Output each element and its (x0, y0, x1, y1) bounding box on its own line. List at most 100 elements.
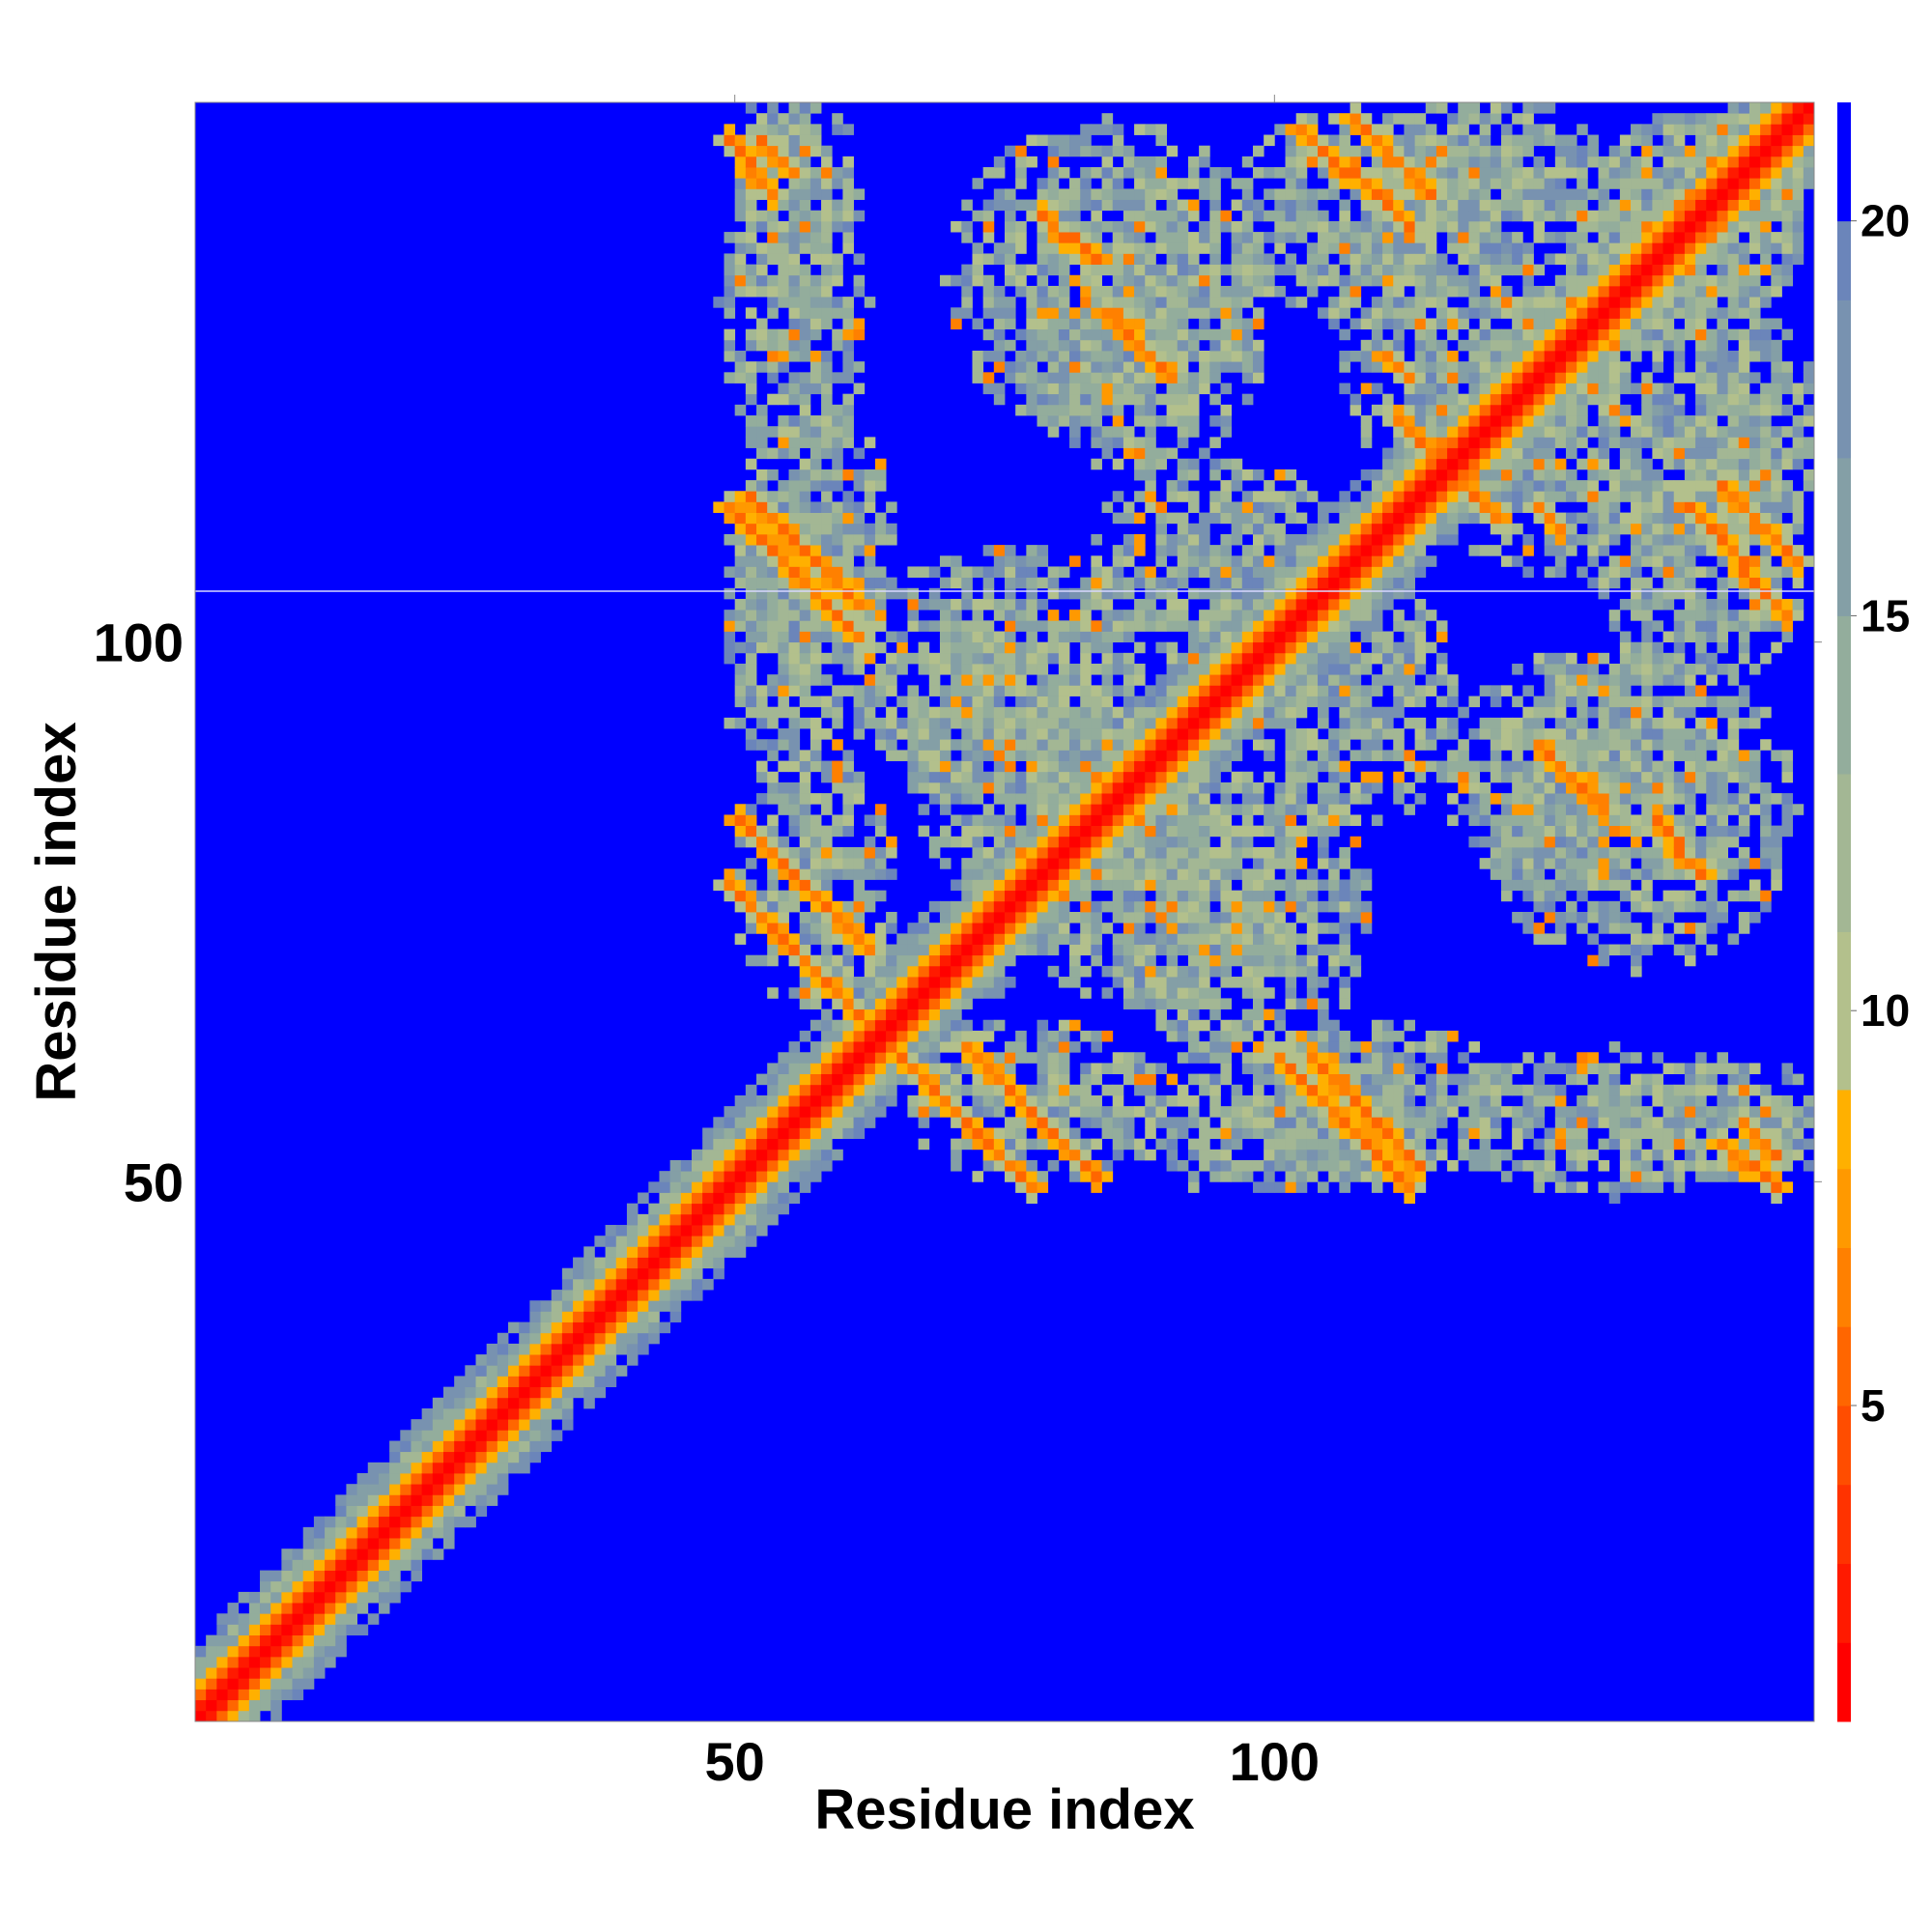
heatmap-cell (1187, 771, 1200, 783)
heatmap-cell (799, 469, 811, 481)
heatmap-cell (1177, 264, 1189, 276)
heatmap-cell (982, 210, 995, 222)
heatmap-cell (1145, 836, 1156, 848)
heatmap-cell (1231, 361, 1243, 373)
heatmap-cell (864, 1009, 876, 1021)
heatmap-cell (993, 297, 1006, 308)
heatmap-cell (1220, 620, 1233, 632)
heatmap-cell (734, 134, 747, 147)
heatmap-cell (928, 674, 941, 686)
heatmap-cell (734, 717, 747, 729)
heatmap-cell (260, 1689, 271, 1701)
heatmap-cell (993, 912, 1006, 923)
heatmap-cell (1360, 415, 1373, 427)
heatmap-cell (1058, 879, 1070, 892)
heatmap-cell (1037, 1019, 1049, 1032)
heatmap-cell (918, 1117, 930, 1128)
heatmap-cell (1058, 825, 1070, 838)
heatmap-cell (1274, 836, 1286, 848)
heatmap-cell (659, 1290, 671, 1301)
heatmap-cell (886, 1094, 897, 1107)
heatmap-cell (1393, 641, 1405, 654)
heatmap-cell (896, 954, 908, 967)
heatmap-cell (1112, 404, 1124, 416)
heatmap-cell (928, 760, 941, 773)
heatmap-cell (1306, 210, 1319, 222)
heatmap-cell (1005, 631, 1016, 643)
heatmap-cell (1058, 1063, 1070, 1074)
heatmap-cell (832, 933, 843, 945)
heatmap-cell (842, 598, 854, 611)
heatmap-cell (475, 1407, 488, 1420)
heatmap-cell (1047, 912, 1060, 923)
heatmap-cell (1339, 1052, 1350, 1064)
heatmap-cell (270, 1689, 282, 1701)
heatmap-cell (1241, 728, 1254, 740)
heatmap-cell (1318, 1149, 1329, 1161)
heatmap-cell (853, 923, 866, 934)
heatmap-cell (993, 199, 1006, 212)
heatmap-cell (907, 598, 920, 611)
heatmap-cell (972, 1106, 984, 1118)
heatmap-cell (454, 1407, 466, 1420)
heatmap-cell (821, 285, 833, 298)
heatmap-cell (1350, 178, 1362, 189)
heatmap-cell (1155, 868, 1167, 880)
heatmap-cell (1015, 900, 1027, 913)
heatmap-cell (1339, 912, 1350, 923)
heatmap-cell (1231, 954, 1243, 967)
heatmap-cell (1382, 555, 1394, 567)
heatmap-cell (951, 1073, 962, 1086)
heatmap-cell (745, 1203, 757, 1215)
heatmap-cell (939, 631, 952, 643)
heatmap-cell (972, 900, 984, 913)
heatmap-cell (778, 912, 789, 923)
heatmap-cell (1155, 1094, 1167, 1107)
heatmap-cell (1252, 566, 1264, 579)
heatmap-cell (1177, 814, 1189, 827)
heatmap-cell (486, 1430, 498, 1441)
heatmap-cell (724, 297, 736, 308)
heatmap-cell (648, 1278, 660, 1291)
heatmap-cell (1069, 965, 1081, 978)
heatmap-cell (605, 1376, 617, 1388)
heatmap-cell (961, 814, 973, 827)
heatmap-cell (1285, 501, 1297, 513)
heatmap-cell (982, 987, 995, 999)
heatmap-cell (1091, 383, 1102, 395)
heatmap-cell (1220, 480, 1233, 492)
heatmap-cell (832, 480, 843, 492)
heatmap-cell (302, 1570, 315, 1582)
heatmap-cell (1037, 1052, 1049, 1064)
heatmap-cell (367, 1570, 380, 1582)
heatmap-cell (1112, 771, 1124, 783)
heatmap-cell (1328, 890, 1340, 902)
heatmap-cell (756, 188, 768, 200)
heatmap-cell (1187, 404, 1200, 416)
heatmap-cell (1371, 383, 1383, 395)
heatmap-cell (874, 620, 887, 632)
heatmap-cell (1199, 1073, 1210, 1086)
heatmap-cell (1101, 113, 1114, 125)
heatmap-cell (1382, 1138, 1394, 1151)
heatmap-cell (1241, 555, 1254, 567)
heatmap-cell (1145, 404, 1156, 416)
heatmap-cell (842, 760, 854, 773)
heatmap-cell (788, 814, 801, 827)
heatmap-cell (1350, 587, 1362, 600)
heatmap-cell (313, 1538, 326, 1549)
heatmap-cell (1199, 1149, 1210, 1161)
heatmap-cell (1252, 167, 1264, 179)
heatmap-cell (864, 545, 876, 556)
heatmap-cell (1145, 199, 1156, 212)
heatmap-cell (1231, 912, 1243, 923)
heatmap-cell (821, 987, 833, 999)
heatmap-cell (1404, 1052, 1415, 1064)
heatmap-cell (1371, 728, 1383, 740)
heatmap-cell (540, 1440, 553, 1453)
heatmap-cell (767, 253, 779, 265)
heatmap-cell (1328, 1094, 1340, 1107)
heatmap-cell (1339, 1030, 1350, 1042)
heatmap-cell (638, 1236, 649, 1247)
heatmap-cell (1231, 523, 1243, 535)
